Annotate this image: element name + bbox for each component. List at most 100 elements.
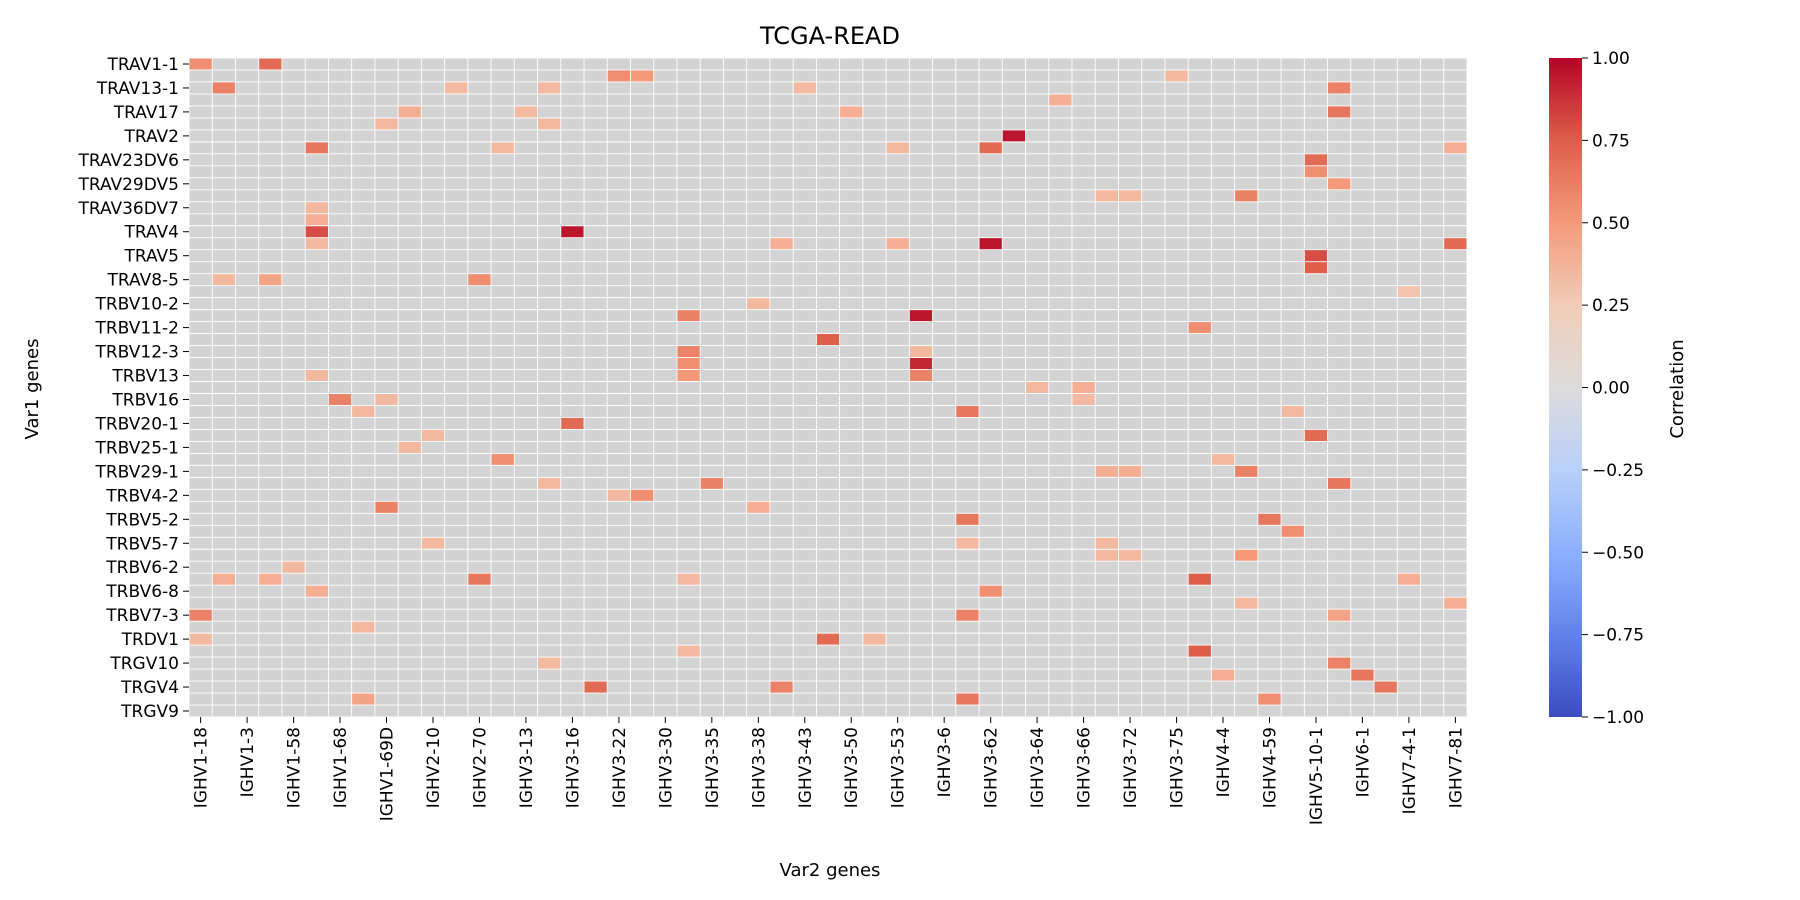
heatmap-cell: [955, 693, 980, 706]
heatmap-cell: [979, 237, 1003, 250]
heatmap-cell: [607, 489, 631, 502]
heatmap-cell: [514, 105, 538, 118]
y-tick-label: TRAV13-1: [96, 79, 179, 99]
x-axis-ticks: IGHV1-18 IGHV1-3 IGHV1-58 IGHV1-68 IGHV1-69D…: [192, 717, 1466, 825]
y-tick-label: TRAV2: [124, 127, 180, 147]
y-tick-label: TRBV13: [111, 367, 179, 387]
heatmap-cell: [305, 141, 329, 154]
heatmap-cell: [1304, 429, 1328, 442]
y-tick-label: TRBV4-2: [105, 486, 179, 506]
heatmap-cell: [537, 117, 561, 130]
heatmap-cell: [305, 237, 329, 250]
heatmap-cell: [886, 237, 910, 250]
heatmap-cell: [1118, 465, 1142, 478]
y-tick-label: TRAV17: [113, 103, 179, 123]
heatmap-cell: [351, 621, 375, 634]
heatmap-cell: [909, 345, 933, 358]
heatmap-cell: [398, 441, 422, 454]
heatmap-cell: [189, 609, 213, 622]
y-tick-label: TRGV10: [109, 654, 179, 674]
x-tick-label: IGHV3-16: [563, 727, 583, 808]
x-tick-label: IGHV2-10: [424, 727, 444, 808]
heatmap-cell: [793, 81, 817, 94]
heatmap-cell: [909, 309, 933, 322]
heatmap-cell: [491, 141, 515, 154]
heatmap-cell: [537, 477, 561, 490]
y-tick-label: TRBV10-2: [94, 295, 179, 315]
heatmap-cell: [769, 237, 794, 250]
heatmap-cell: [1304, 153, 1328, 166]
heatmap-cell: [839, 105, 863, 118]
colorbar-tick-label: 0.50: [1592, 214, 1630, 234]
heatmap-cell: [816, 633, 840, 646]
heatmap-cell: [374, 117, 399, 130]
heatmap-cell: [212, 573, 236, 586]
heatmap-cell: [1164, 69, 1189, 82]
heatmap-cells: [188, 57, 1468, 718]
y-tick-label: TRBV11-2: [94, 319, 179, 339]
heatmap-cell: [351, 693, 375, 706]
y-tick-label: TRGV9: [120, 702, 179, 722]
heatmap-cell: [1234, 549, 1258, 562]
heatmap-cell: [909, 357, 933, 370]
chart-title: TCGA-READ: [759, 22, 900, 50]
heatmap-cell: [305, 225, 329, 238]
heatmap-cell: [979, 585, 1003, 598]
heatmap-cell: [189, 58, 213, 70]
y-tick-label: TRAV4: [124, 223, 180, 243]
heatmap-cell: [1118, 189, 1142, 202]
heatmap-cell: [1095, 465, 1119, 478]
y-tick-label: TRAV8-5: [107, 271, 179, 291]
heatmap-cell: [258, 573, 282, 586]
heatmap-cell: [1304, 249, 1328, 262]
x-tick-label: IGHV4-59: [1260, 727, 1280, 808]
y-tick-label: TRBV20-1: [94, 414, 179, 434]
heatmap-cell: [467, 273, 492, 286]
heatmap-cell: [1211, 453, 1235, 466]
heatmap-cell: [909, 369, 933, 382]
colorbar-tick-label: 0.25: [1592, 296, 1630, 316]
heatmap-cell: [1188, 321, 1212, 334]
heatmap-cell: [1327, 609, 1351, 622]
x-tick-label: IGHV3-50: [842, 727, 862, 808]
heatmap-cell: [444, 81, 468, 94]
heatmap-cell: [305, 201, 329, 214]
x-tick-label: IGHV1-69D: [378, 727, 398, 821]
heatmap-cell: [212, 273, 236, 286]
heatmap-cell: [1327, 657, 1351, 670]
y-tick-label: TRBV5-2: [105, 510, 179, 530]
heatmap-cell: [676, 357, 701, 370]
x-tick-label: IGHV3-43: [796, 727, 816, 808]
heatmap-cell: [676, 369, 701, 382]
heatmap-cell: [467, 573, 492, 586]
heatmap-cell: [816, 333, 840, 346]
heatmap-cell: [258, 273, 282, 286]
heatmap-cell: [955, 405, 980, 418]
y-tick-label: TRAV5: [124, 247, 180, 267]
heatmap-cell: [1257, 693, 1282, 706]
colorbar-ticks: 1.00 0.75 0.50 0.25 0.00 −0.25 −0.50 −0.75 −1.00: [1582, 49, 1644, 728]
heatmap-cell: [979, 141, 1003, 154]
heatmap-cell: [374, 393, 399, 406]
y-tick-label: TRBV6-8: [105, 582, 179, 602]
heatmap-cell: [560, 417, 585, 430]
heatmap-cell: [676, 573, 701, 586]
heatmap-cell: [700, 477, 724, 490]
heatmap-background: [189, 58, 1467, 717]
heatmap-cell: [328, 393, 352, 406]
x-tick-label: IGHV5-10-1: [1307, 727, 1327, 825]
heatmap-cell: [1188, 573, 1212, 586]
x-tick-label: IGHV3-66: [1075, 727, 1095, 808]
heatmap-cell: [1257, 513, 1282, 526]
heatmap-cell: [1350, 669, 1375, 682]
heatmap-cell: [491, 453, 515, 466]
colorbar-tick-label: −0.50: [1592, 543, 1644, 563]
colorbar-tick-label: −1.00: [1592, 708, 1644, 728]
heatmap-cell: [676, 645, 701, 658]
x-tick-label: IGHV2-70: [470, 727, 490, 808]
heatmap-cell: [1048, 93, 1072, 106]
y-tick-label: TRBV29-1: [94, 462, 179, 482]
heatmap-cell: [630, 489, 654, 502]
heatmap-cell: [1118, 549, 1142, 562]
